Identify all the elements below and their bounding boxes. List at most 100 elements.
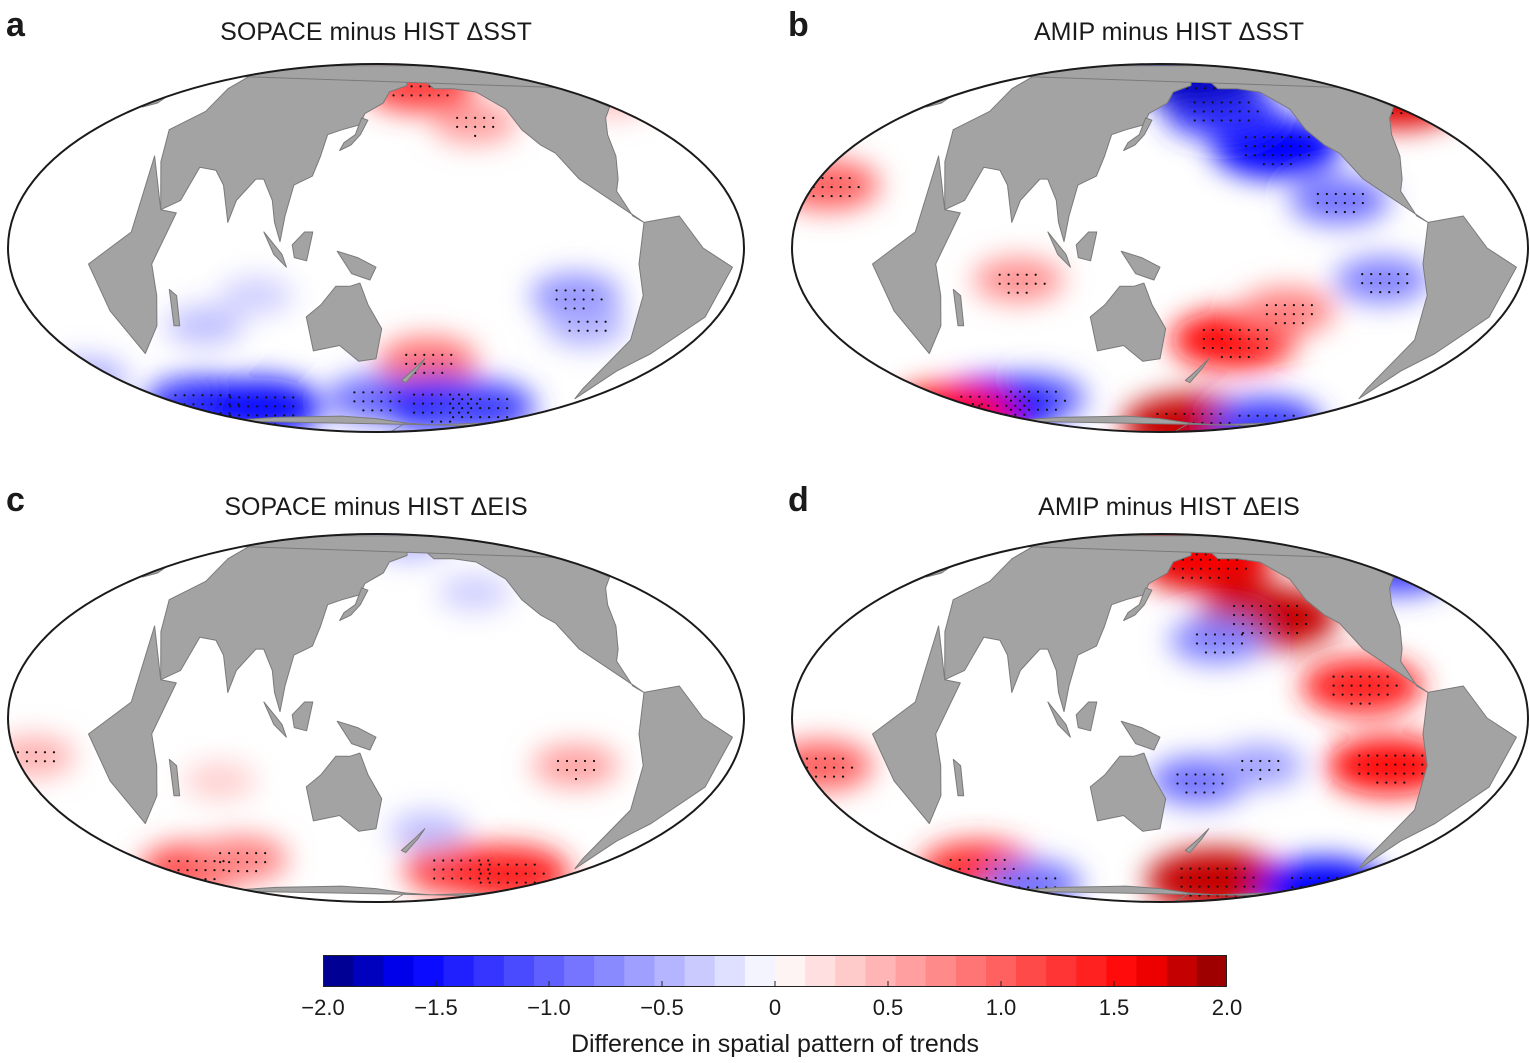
stipple-dot (556, 768, 560, 772)
stipple-dot (1394, 772, 1397, 775)
stipple-dot (474, 134, 477, 138)
stipple-dot (595, 320, 598, 323)
stipple-dot (1217, 567, 1220, 570)
stipple-dot (392, 94, 395, 97)
stipple-dot (465, 125, 468, 129)
stipple-dot (591, 289, 594, 292)
stipple-dot (960, 413, 963, 416)
stipple-dot (430, 411, 434, 414)
stipple-dot (442, 859, 445, 862)
stipple-dot (1361, 282, 1364, 285)
stipple-dot (830, 185, 833, 189)
stipple-dot (506, 863, 509, 866)
stipple-dot (1229, 328, 1232, 332)
colorbar-tick-label: −2.0 (301, 995, 345, 1020)
stipple-dot (1054, 390, 1058, 393)
stipple-dot (1379, 291, 1382, 294)
stipple-dot (1256, 337, 1259, 341)
stipple-dot (1210, 421, 1213, 425)
stipple-dot (1202, 346, 1205, 350)
stipple-dot (574, 759, 578, 763)
stipple-dot (1202, 328, 1205, 332)
colorbar-swatch (684, 955, 716, 987)
stipple-dot (256, 423, 259, 426)
stipple-dot (183, 394, 186, 397)
stipple-dot (457, 402, 461, 405)
stipple-dot (1335, 885, 1339, 889)
stipple-dot (1299, 894, 1303, 898)
stipple-dot (1034, 282, 1037, 285)
stipple-dot (841, 766, 845, 769)
stipple-dot (1168, 60, 1170, 62)
stipple-dot (238, 396, 241, 399)
stipple-dot (1027, 408, 1031, 411)
stipple-dot (1216, 876, 1219, 879)
anomaly-blob (792, 740, 874, 791)
stipple-dot (1289, 163, 1292, 166)
stipple-dot (1244, 567, 1247, 570)
stipple-dot (978, 413, 981, 416)
stipple-dot (1398, 557, 1401, 561)
stipple-dot (985, 867, 988, 871)
stipple-dot (1207, 876, 1210, 879)
stipple-dot (1238, 110, 1241, 113)
panel-title-a: SOPACE minus HIST ΔSST (220, 18, 532, 46)
stipple-dot (1391, 84, 1394, 88)
stipple-dot (1216, 867, 1219, 870)
stipple-dot (515, 890, 518, 893)
land-australia (1089, 282, 1167, 362)
stipple-dot (980, 403, 983, 406)
stipple-dot (524, 872, 527, 875)
stipple-dot (577, 320, 580, 323)
stipple-dot (1248, 433, 1250, 435)
stipple-dot (380, 409, 383, 412)
stipple-dot (1217, 558, 1220, 561)
stipple-dot (1341, 675, 1344, 678)
stipple-dot (1231, 651, 1235, 654)
stipple-dot (478, 868, 481, 871)
colorbar-swatch (654, 955, 686, 987)
stipple-dot (1036, 877, 1039, 880)
stipple-dot (1421, 763, 1424, 766)
stipple-dot (533, 863, 536, 866)
stipple-dot (1036, 390, 1040, 393)
stipple-dot (362, 391, 365, 394)
stipple-dot (1299, 876, 1303, 880)
stipple-dot (953, 430, 956, 432)
stipple-dot (976, 858, 979, 862)
stipple-dot (1176, 782, 1179, 785)
stipple-dot (1259, 622, 1263, 626)
stipple-dot (1274, 423, 1277, 426)
stipple-dot (1201, 412, 1204, 416)
stipple-dot (1271, 163, 1274, 166)
stipple-dot (451, 868, 454, 871)
stipple-dot (830, 176, 833, 180)
colorbar-swatch (473, 955, 505, 987)
stipple-dot (1436, 93, 1439, 97)
stipple-dot (1253, 136, 1256, 139)
colorbar-swatch (594, 955, 625, 987)
stipple-dot (1259, 768, 1262, 772)
stipple-dot (497, 881, 500, 884)
stipple-dot (1229, 101, 1232, 104)
stipple-dot (949, 858, 952, 862)
stipple-dot (1156, 412, 1159, 416)
stipple-dot (1301, 304, 1304, 307)
stipple-dot (1007, 291, 1010, 294)
stipple-dot (1005, 395, 1008, 398)
stipple-dot (1180, 867, 1183, 870)
stipple-dot (1317, 894, 1321, 898)
stipple-dot (283, 405, 286, 408)
stipple-dot (441, 353, 444, 356)
stipple-dot (1195, 553, 1198, 556)
stipple-dot (1250, 768, 1253, 772)
stipple-dot (1283, 322, 1286, 325)
stipple-dot (1208, 576, 1211, 579)
stipple-dot (1045, 408, 1049, 411)
stipple-dot (469, 877, 472, 880)
stipple-dot (994, 858, 997, 862)
colorbar-swatch (564, 955, 595, 987)
stipple-dot (1223, 526, 1225, 528)
stipple-dot (1213, 87, 1216, 90)
stipple-dot (488, 872, 491, 875)
